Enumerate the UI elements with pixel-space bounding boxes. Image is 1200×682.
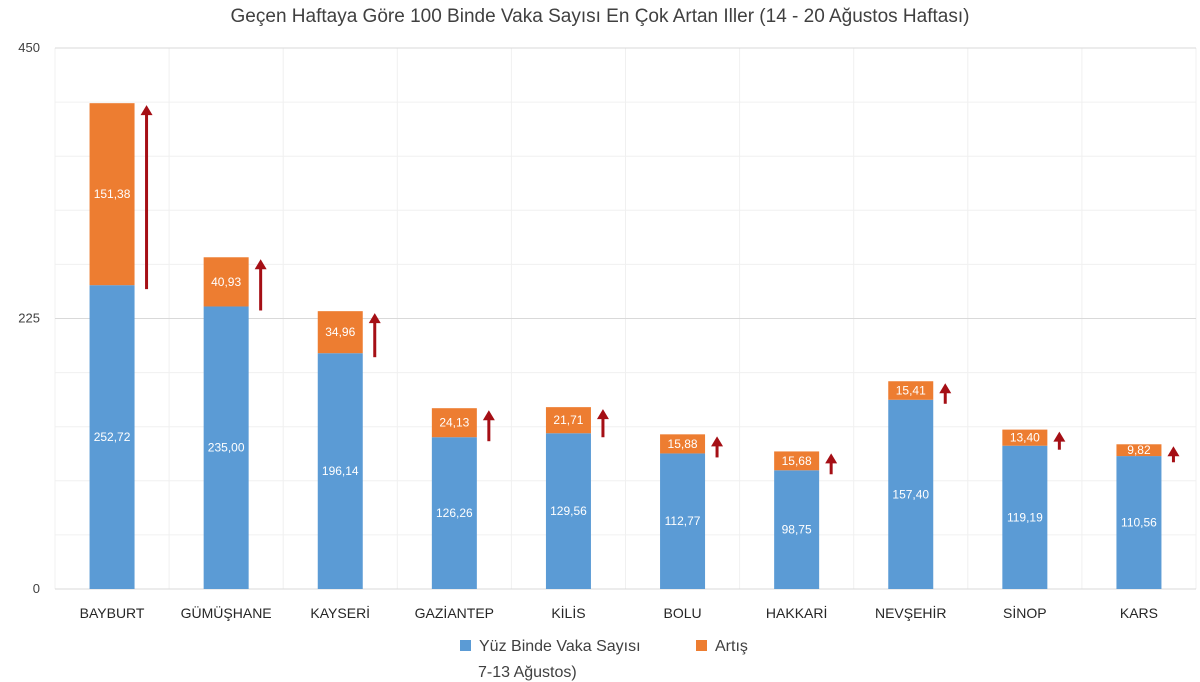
data-label-increase: 15,41 (896, 384, 926, 398)
increase-arrow-head (1167, 446, 1180, 457)
increase-arrow-head (140, 105, 153, 116)
data-label-cases: 119,19 (1007, 510, 1043, 524)
data-label-cases: 126,26 (436, 506, 473, 520)
bar-increase (1002, 429, 1048, 446)
data-label-cases: 252,72 (94, 430, 131, 444)
data-label-cases: 98,75 (782, 523, 812, 537)
data-label-increase: 34,96 (325, 325, 355, 339)
bar-cases (545, 433, 591, 589)
x-tick-label: GAZİANTEP (415, 604, 494, 621)
legend-item-cases: Yüz Binde Vaka Sayısı (460, 638, 641, 656)
x-tick-label: BOLU (663, 605, 701, 621)
y-tick-label: 0 (33, 581, 40, 596)
legend-swatch-increase (696, 640, 707, 651)
x-tick-label: KARS (1120, 605, 1158, 621)
legend-item-increase: Artış (696, 638, 748, 656)
increase-arrow-head (939, 383, 952, 394)
bar-cases (660, 453, 706, 589)
bar-increase (203, 257, 249, 307)
bar-increase (1116, 444, 1162, 457)
data-label-cases: 129,56 (550, 504, 587, 518)
y-tick-label: 450 (18, 40, 40, 55)
x-tick-label: GÜMÜŞHANE (181, 604, 272, 621)
x-tick-label: NEVŞEHİR (875, 604, 947, 621)
bar-cases (89, 285, 135, 589)
y-tick-label: 225 (18, 311, 40, 326)
legend-label-increase: Artış (715, 638, 748, 655)
bar-increase (660, 434, 706, 454)
increase-arrow-head (711, 436, 724, 447)
increase-arrow-head (254, 259, 267, 270)
data-label-cases: 110,56 (1121, 516, 1157, 530)
data-label-increase: 40,93 (211, 275, 241, 289)
bar-cases (774, 470, 820, 589)
bar-cases (431, 437, 477, 589)
legend-swatch-cases (460, 640, 471, 651)
x-tick-label: BAYBURT (80, 605, 145, 621)
increase-arrow-head (1053, 431, 1066, 442)
data-label-increase: 24,13 (439, 416, 469, 430)
data-label-cases: 157,40 (892, 487, 929, 501)
bar-increase (888, 381, 934, 400)
legend-sublabel: 7-13 Ağustos) (478, 664, 577, 681)
bar-cases (203, 306, 249, 589)
bar-cases (1116, 456, 1162, 589)
bar-increase (431, 408, 477, 438)
bar-increase (317, 311, 363, 354)
legend-label-cases: Yüz Binde Vaka Sayısı (479, 638, 641, 655)
x-tick-label: KAYSERİ (310, 604, 370, 621)
bar-increase (774, 451, 820, 471)
x-tick-label: KİLİS (551, 604, 585, 621)
x-tick-label: HAKKARİ (766, 604, 827, 621)
data-label-cases: 196,14 (322, 464, 359, 478)
data-label-cases: 235,00 (208, 441, 245, 455)
bar-increase (89, 103, 135, 286)
data-label-increase: 9,82 (1127, 443, 1151, 457)
data-label-increase: 151,38 (94, 187, 131, 201)
increase-arrow-head (482, 410, 495, 421)
bar-cases (1002, 445, 1048, 589)
increase-arrow-head (825, 453, 838, 464)
chart-title: Geçen Haftaya Göre 100 Binde Vaka Sayısı… (230, 6, 970, 27)
bar-cases (888, 399, 934, 589)
increase-arrow-head (368, 313, 381, 324)
data-label-increase: 15,68 (782, 454, 812, 468)
bar-increase (545, 407, 591, 434)
data-label-increase: 21,71 (553, 413, 583, 427)
x-tick-label: SİNOP (1003, 604, 1047, 621)
increase-arrow-head (596, 409, 609, 420)
data-label-increase: 15,88 (668, 437, 698, 451)
bar-cases (317, 353, 363, 589)
data-label-cases: 112,77 (665, 514, 701, 528)
data-label-increase: 13,40 (1010, 431, 1040, 445)
